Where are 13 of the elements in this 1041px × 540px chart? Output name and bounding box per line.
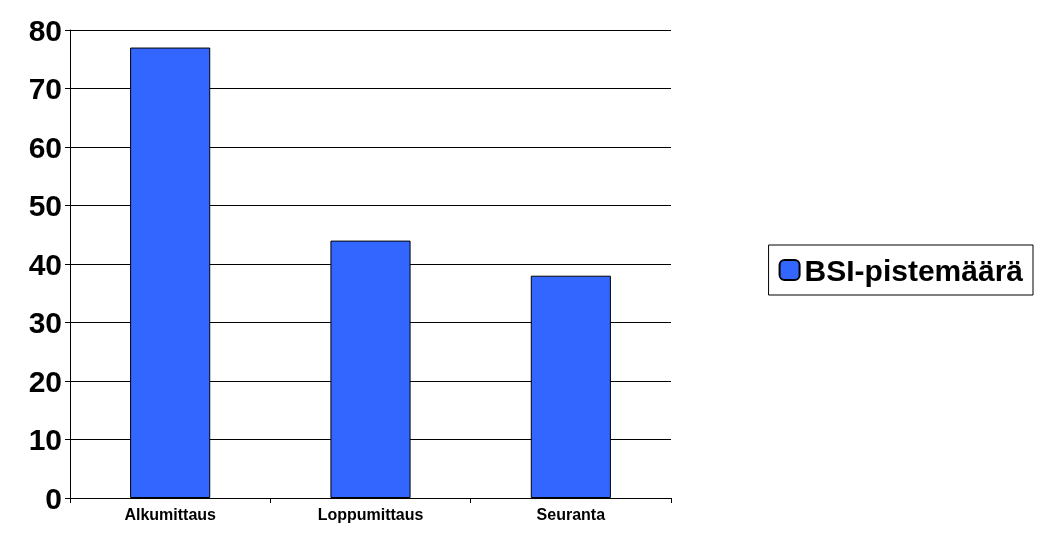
legend-label: BSI-pistemäärä <box>804 253 1024 287</box>
y-tick-label: 50 <box>28 189 62 222</box>
x-tick-label: Loppumittaus <box>317 505 424 523</box>
y-tick-label: 30 <box>28 306 62 339</box>
y-tick-label: 80 <box>28 13 62 47</box>
y-tick-label: 40 <box>28 247 62 281</box>
y-tick-label: 10 <box>28 423 62 456</box>
x-tick-label: Seuranta <box>536 505 606 523</box>
x-tick-label: Alkumittaus <box>124 505 217 523</box>
y-tick-label: 60 <box>28 130 62 164</box>
y-tick-label: 70 <box>28 72 62 105</box>
y-tick-label: 0 <box>45 481 62 515</box>
y-tick-label: 20 <box>28 364 62 398</box>
